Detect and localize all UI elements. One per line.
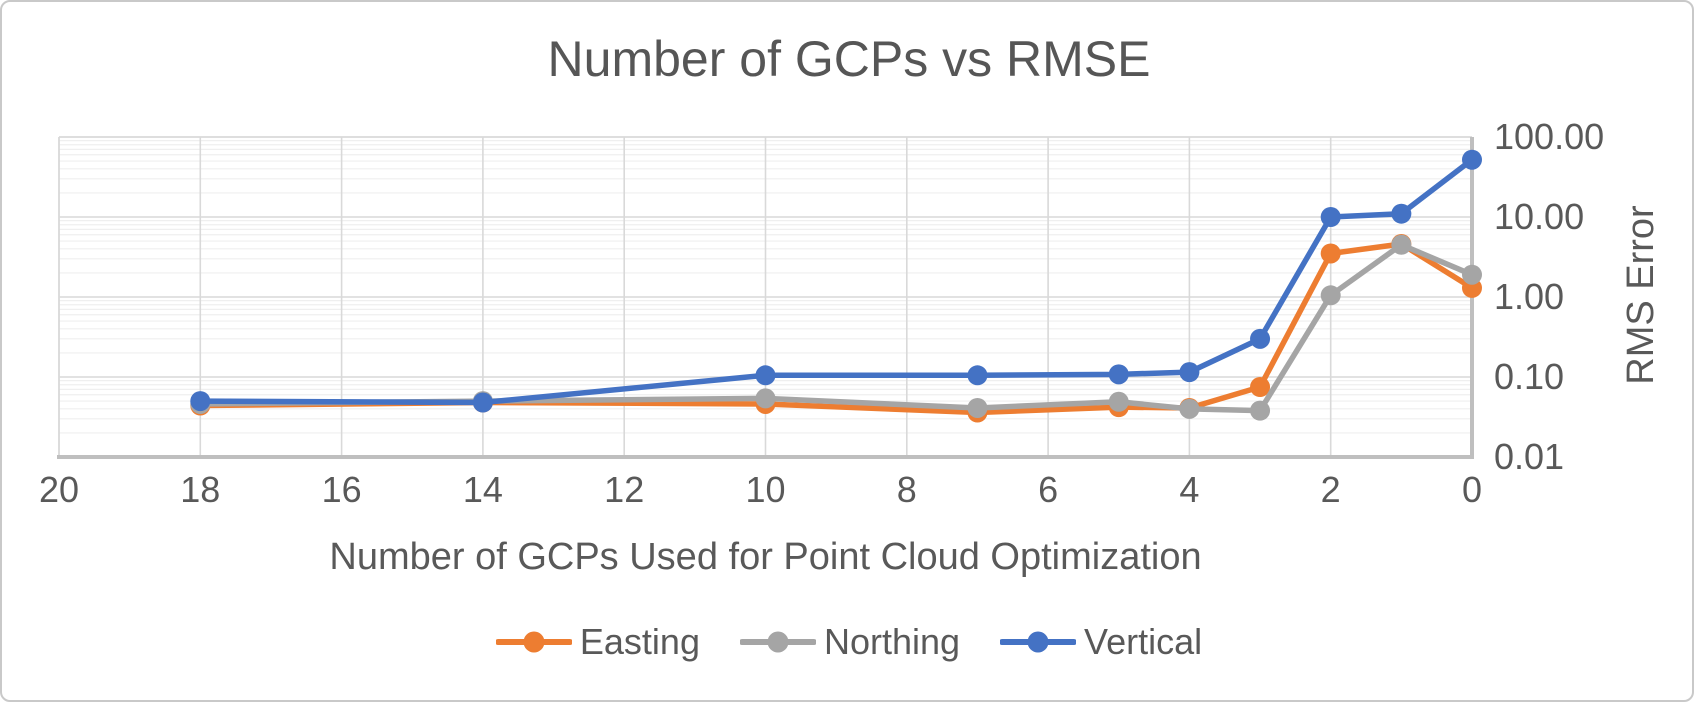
x-tick-label: 12 bbox=[604, 469, 644, 510]
legend-item-easting: Easting bbox=[495, 621, 700, 663]
y-axis-title: RMS Error bbox=[1620, 205, 1662, 385]
x-axis-title: Number of GCPs Used for Point Cloud Opti… bbox=[329, 536, 1202, 578]
x-tick-label: 6 bbox=[1038, 469, 1058, 510]
legend-marker-icon bbox=[1000, 631, 1077, 653]
northing-data-point bbox=[1250, 400, 1271, 421]
y-tick-label: 1.00 bbox=[1494, 276, 1564, 317]
x-tick-label: 10 bbox=[745, 469, 785, 510]
vertical-data-point bbox=[1462, 149, 1482, 170]
legend-label: Northing bbox=[823, 621, 961, 662]
legend-marker-icon bbox=[739, 631, 816, 653]
northing-data-point bbox=[1391, 234, 1412, 255]
legend-item-vertical: Vertical bbox=[1000, 621, 1202, 663]
vertical-data-point bbox=[1179, 362, 1200, 383]
vertical-data-point bbox=[1108, 364, 1129, 385]
series-northing-markers bbox=[190, 234, 1482, 421]
x-tick-label: 16 bbox=[322, 469, 362, 510]
legend-label: Vertical bbox=[1084, 621, 1203, 662]
legend-item-northing: Northing bbox=[739, 621, 961, 663]
vertical-data-point bbox=[755, 365, 776, 386]
northing-data-point bbox=[755, 388, 776, 409]
series-northing-line bbox=[197, 241, 1475, 414]
northing-data-point bbox=[1179, 398, 1200, 419]
vertical-data-point bbox=[1320, 207, 1341, 227]
northing-data-point bbox=[1462, 264, 1482, 285]
y-tick-label: 10.00 bbox=[1494, 196, 1584, 237]
northing-data-point bbox=[1320, 285, 1341, 306]
y-tick-label: 100.00 bbox=[1494, 116, 1604, 157]
plot-border bbox=[57, 136, 1474, 459]
y-tick-label: 0.01 bbox=[1494, 436, 1564, 477]
series-vertical-markers bbox=[190, 149, 1482, 413]
vertical-data-point bbox=[1391, 203, 1412, 224]
vertical-data-point bbox=[967, 365, 988, 386]
northing-data-point bbox=[967, 397, 988, 418]
series-vertical-line bbox=[197, 156, 1475, 406]
x-axis-tick-labels: 20 18 16 14 12 10 8 6 4 2 0 bbox=[39, 469, 1482, 510]
vertical-data-point bbox=[472, 392, 493, 413]
x-tick-label: 14 bbox=[463, 469, 503, 510]
x-tick-label: 2 bbox=[1321, 469, 1341, 510]
x-tick-label: 20 bbox=[39, 469, 79, 510]
legend: Easting Northing Vertical bbox=[2, 618, 1692, 666]
x-tick-label: 0 bbox=[1462, 469, 1482, 510]
x-tick-label: 4 bbox=[1179, 469, 1199, 510]
x-tick-label: 18 bbox=[180, 469, 220, 510]
northing-data-point bbox=[1108, 391, 1129, 412]
vertical-data-point bbox=[1250, 328, 1271, 349]
y-axis-tick-labels: 100.00 10.00 1.00 0.10 0.01 bbox=[1494, 116, 1604, 477]
chart-title: Number of GCPs vs RMSE bbox=[547, 31, 1151, 87]
legend-label: Easting bbox=[579, 621, 700, 662]
easting-data-point bbox=[1320, 243, 1341, 264]
easting-data-point bbox=[1250, 376, 1271, 397]
vertical-data-point bbox=[190, 391, 211, 412]
legend-marker-icon bbox=[495, 631, 572, 653]
y-tick-label: 0.10 bbox=[1494, 356, 1564, 397]
x-tick-label: 8 bbox=[897, 469, 917, 510]
